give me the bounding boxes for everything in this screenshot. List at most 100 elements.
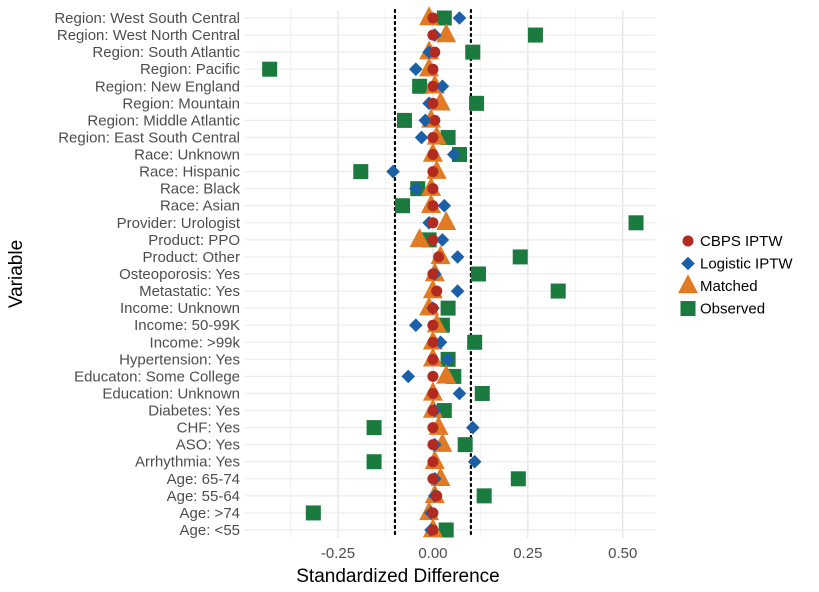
y-tick-label: Provider: Urologist: [117, 215, 241, 232]
observed-point: [510, 471, 526, 487]
cbps-iptw-point: [427, 387, 439, 399]
logistic-iptw-point: [452, 386, 467, 401]
y-tick-label: Education: Unknown: [102, 385, 240, 402]
logistic-iptw-point: [401, 369, 416, 384]
cbps-iptw-point: [429, 46, 441, 58]
observed-point: [353, 164, 369, 180]
y-tick-label: Region: East South Central: [58, 129, 240, 146]
cbps-iptw-point: [427, 166, 439, 178]
y-tick-label: Race: Asian: [160, 198, 240, 215]
cbps-iptw-point: [427, 217, 439, 229]
observed-point: [527, 27, 543, 43]
cbps-iptw-point: [431, 285, 443, 297]
y-tick-label: Race: Unknown: [134, 147, 240, 164]
matched-point: [436, 211, 457, 231]
cbps-iptw-point: [427, 80, 439, 92]
cbps-iptw-point: [427, 473, 439, 485]
y-tick-label: Income: Unknown: [120, 300, 240, 317]
cbps-iptw-point: [427, 97, 439, 109]
y-tick-label: Income: >99k: [150, 334, 241, 351]
y-tick-label: Product: Other: [142, 249, 240, 266]
logistic-iptw-point: [409, 318, 423, 332]
legend: CBPS IPTW Logistic IPTW Matched Observed: [678, 233, 793, 318]
y-tick-label: Region: West North Central: [57, 27, 240, 44]
cbps-iptw-point: [427, 405, 439, 417]
logistic-iptw-point: [441, 352, 455, 367]
logistic-iptw-point: [409, 62, 423, 76]
logistic-iptw-point: [450, 250, 465, 264]
observed-point: [470, 266, 486, 282]
y-tick-label: Age: 55-64: [167, 488, 240, 505]
cbps-iptw-point: [427, 456, 439, 468]
y-tick-label: Region: New England: [95, 78, 240, 95]
observed-point: [476, 488, 492, 504]
x-tick-label: 0.25: [513, 545, 542, 562]
matched-point: [409, 228, 430, 248]
y-tick-label: CHF: Yes: [177, 420, 240, 437]
y-tick-label: Osteoporosis: Yes: [119, 266, 240, 283]
y-tick-label: ASO: Yes: [176, 437, 240, 454]
observed-point: [628, 215, 644, 231]
observed-point: [395, 198, 411, 214]
cbps-iptw-point: [427, 183, 439, 195]
legend-key-observed: [680, 301, 696, 316]
logistic-iptw-point: [452, 11, 467, 25]
observed-point: [438, 522, 454, 538]
observed-point: [467, 334, 483, 350]
legend-label-matched: Matched: [700, 278, 758, 295]
cbps-iptw-point: [427, 234, 439, 246]
legend-label-logistic-iptw: Logistic IPTW: [700, 256, 793, 273]
cbps-iptw-point: [427, 12, 439, 24]
cbps-iptw-point: [427, 29, 439, 41]
observed-point: [412, 78, 428, 94]
cbps-iptw-point: [427, 200, 439, 212]
cbps-iptw-point: [427, 268, 439, 280]
cbps-iptw-point: [427, 149, 439, 161]
data-marks: [262, 6, 644, 538]
logistic-iptw-point: [435, 79, 450, 94]
x-tick-label: 0.00: [418, 545, 447, 562]
y-tick-label: Region: Middle Atlantic: [87, 112, 240, 129]
cbps-iptw-point: [427, 302, 439, 314]
grid-lines: [245, 10, 655, 538]
y-tick-label: Age: 65-74: [167, 471, 240, 488]
observed-point: [550, 283, 566, 299]
cbps-iptw-point: [427, 353, 439, 365]
y-tick-label: Product: PPO: [148, 232, 240, 249]
observed-point: [366, 420, 382, 436]
logistic-iptw-point: [422, 45, 436, 59]
observed-point: [436, 10, 452, 26]
cbps-iptw-point: [427, 422, 439, 434]
y-tick-label: Region: Pacific: [140, 61, 241, 78]
y-tick-label: Metastatic: Yes: [139, 283, 240, 300]
legend-key-cbps-iptw: [682, 235, 694, 247]
observed-point: [474, 385, 490, 401]
matched-point: [436, 23, 457, 43]
logistic-iptw-point: [418, 113, 433, 128]
y-tick-label: Age: >74: [180, 505, 240, 522]
cbps-iptw-point: [427, 370, 439, 382]
observed-point: [457, 437, 473, 453]
logistic-iptw-point: [414, 130, 429, 145]
cbps-iptw-point: [427, 319, 439, 331]
observed-point: [465, 44, 481, 60]
logistic-iptw-point: [409, 181, 423, 196]
observed-point: [305, 505, 321, 521]
y-tick-label: Region: West South Central: [54, 10, 240, 27]
x-tick-labels: -0.25 0.00 0.25 0.50: [321, 545, 637, 562]
observed-point: [440, 300, 456, 316]
logistic-iptw-point: [467, 454, 482, 469]
cbps-iptw-point: [427, 336, 439, 348]
logistic-iptw-point: [465, 420, 480, 435]
y-tick-label: Hypertension: Yes: [119, 351, 240, 368]
observed-point: [469, 95, 485, 111]
y-tick-label: Educaton: Some College: [74, 368, 240, 385]
logistic-iptw-point: [386, 164, 400, 179]
y-tick-label: Race: Black: [160, 181, 241, 198]
logistic-iptw-point: [435, 233, 450, 247]
cbps-iptw-point: [427, 507, 439, 519]
y-tick-label: Age: <55: [180, 522, 240, 539]
matched-point: [436, 364, 457, 384]
observed-point: [262, 61, 278, 77]
